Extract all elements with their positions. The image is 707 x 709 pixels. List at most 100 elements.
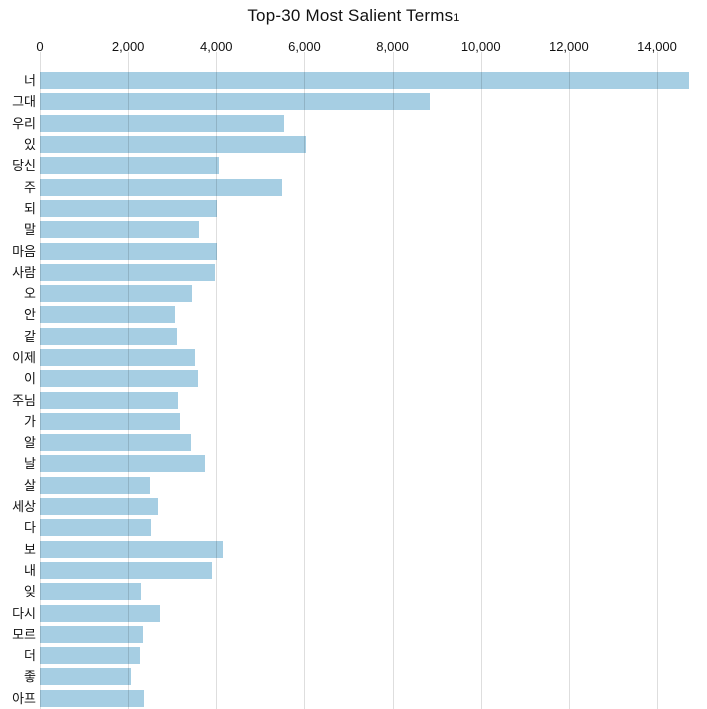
term-frequency-bar[interactable] — [40, 199, 218, 217]
term-label: 가 — [24, 413, 36, 429]
term-frequency-bar[interactable] — [40, 327, 178, 345]
gridline — [128, 52, 130, 709]
term-frequency-bar[interactable] — [40, 93, 431, 111]
term-label: 잊 — [24, 584, 36, 600]
term-label: 모르 — [12, 626, 36, 642]
term-label: 내 — [24, 562, 36, 578]
term-frequency-bar[interactable] — [40, 583, 141, 601]
term-frequency-bar[interactable] — [40, 412, 181, 430]
term-label: 주님 — [12, 392, 36, 408]
term-label: 좋 — [24, 669, 36, 685]
term-label: 아프 — [12, 690, 36, 706]
term-row: 있 — [0, 134, 707, 155]
term-frequency-bar[interactable] — [40, 604, 160, 622]
term-row: 세상 — [0, 496, 707, 517]
term-row: 이제 — [0, 347, 707, 368]
term-row: 말 — [0, 219, 707, 240]
term-frequency-bar[interactable] — [40, 263, 215, 281]
term-frequency-bar[interactable] — [40, 519, 152, 537]
term-row: 다시 — [0, 602, 707, 623]
x-axis-tick-label: 0 — [36, 39, 44, 54]
gridline — [657, 52, 658, 709]
term-row: 모르 — [0, 624, 707, 645]
term-label: 날 — [24, 456, 36, 472]
term-row: 내 — [0, 560, 707, 581]
gridline — [480, 52, 482, 709]
chart-title-footnote: 1 — [453, 12, 460, 24]
term-row: 아프 — [0, 688, 707, 709]
term-label: 다시 — [12, 605, 36, 621]
term-frequency-bar[interactable] — [40, 540, 223, 558]
term-frequency-bar[interactable] — [40, 668, 131, 686]
x-axis-tick-label: 12,000 — [548, 39, 589, 54]
term-row: 마음 — [0, 240, 707, 261]
term-row: 알 — [0, 432, 707, 453]
term-label: 오 — [24, 286, 36, 302]
term-frequency-bar[interactable] — [40, 498, 158, 516]
term-frequency-bar[interactable] — [40, 455, 205, 473]
term-row: 살 — [0, 475, 707, 496]
term-row: 보 — [0, 539, 707, 560]
term-row: 같 — [0, 326, 707, 347]
term-frequency-bar[interactable] — [40, 370, 199, 388]
gridline — [216, 52, 218, 709]
term-label: 더 — [24, 648, 36, 664]
term-frequency-bar[interactable] — [40, 349, 196, 366]
term-frequency-bar[interactable] — [40, 136, 307, 154]
term-label: 당신 — [12, 158, 36, 174]
term-row: 이 — [0, 368, 707, 389]
x-axis-tick-label: 2,000 — [111, 39, 145, 54]
term-frequency-bar[interactable] — [40, 434, 192, 452]
term-row: 안 — [0, 304, 707, 325]
term-label: 이 — [24, 371, 36, 387]
chart-title: Top-30 Most Salient Terms1 — [0, 6, 707, 26]
term-frequency-bar[interactable] — [40, 285, 193, 303]
term-label: 살 — [24, 477, 36, 493]
term-row: 다 — [0, 517, 707, 538]
term-frequency-bar[interactable] — [40, 689, 144, 707]
term-frequency-bar[interactable] — [40, 114, 285, 132]
gridline — [392, 52, 394, 709]
term-frequency-bar[interactable] — [40, 625, 144, 643]
x-axis-tick-label: 4,000 — [200, 39, 233, 54]
term-row: 사람 — [0, 262, 707, 283]
term-row: 주 — [0, 176, 707, 197]
term-label: 안 — [24, 307, 36, 323]
term-label: 너 — [24, 73, 36, 89]
term-frequency-bar[interactable] — [40, 306, 175, 324]
gridline — [304, 52, 306, 709]
term-frequency-bar[interactable] — [40, 157, 219, 175]
term-row: 우리 — [0, 113, 707, 134]
term-row: 가 — [0, 411, 707, 432]
term-frequency-bar[interactable] — [40, 178, 282, 196]
term-row: 잊 — [0, 581, 707, 602]
term-label: 보 — [24, 541, 36, 557]
x-axis-tick-label: 8,000 — [376, 39, 409, 54]
x-axis-tick-label: 6,000 — [288, 39, 321, 54]
term-frequency-bar[interactable] — [40, 221, 200, 239]
term-frequency-bar[interactable] — [40, 391, 178, 409]
term-label: 그대 — [12, 94, 36, 110]
term-frequency-bar[interactable] — [40, 72, 689, 90]
term-frequency-bar[interactable] — [40, 242, 218, 260]
chart-title-text: Top-30 Most Salient Terms — [247, 6, 454, 25]
x-axis-tick-label: 14,000 — [637, 39, 677, 54]
term-row: 당신 — [0, 155, 707, 176]
term-row: 날 — [0, 453, 707, 474]
term-row: 그대 — [0, 91, 707, 112]
term-label: 말 — [24, 222, 36, 238]
term-frequency-bar[interactable] — [40, 476, 151, 494]
term-label: 알 — [24, 435, 36, 451]
term-label: 있 — [24, 137, 36, 153]
term-label: 사람 — [12, 264, 36, 280]
term-frequency-bar[interactable] — [40, 561, 212, 579]
gridline — [40, 52, 41, 709]
term-label: 되 — [24, 200, 36, 216]
term-label: 주 — [24, 179, 36, 195]
term-row: 되 — [0, 198, 707, 219]
term-row: 좋 — [0, 666, 707, 687]
term-frequency-bar[interactable] — [40, 647, 141, 665]
term-row: 너 — [0, 70, 707, 91]
x-axis-tick-label: 10,000 — [460, 39, 501, 54]
